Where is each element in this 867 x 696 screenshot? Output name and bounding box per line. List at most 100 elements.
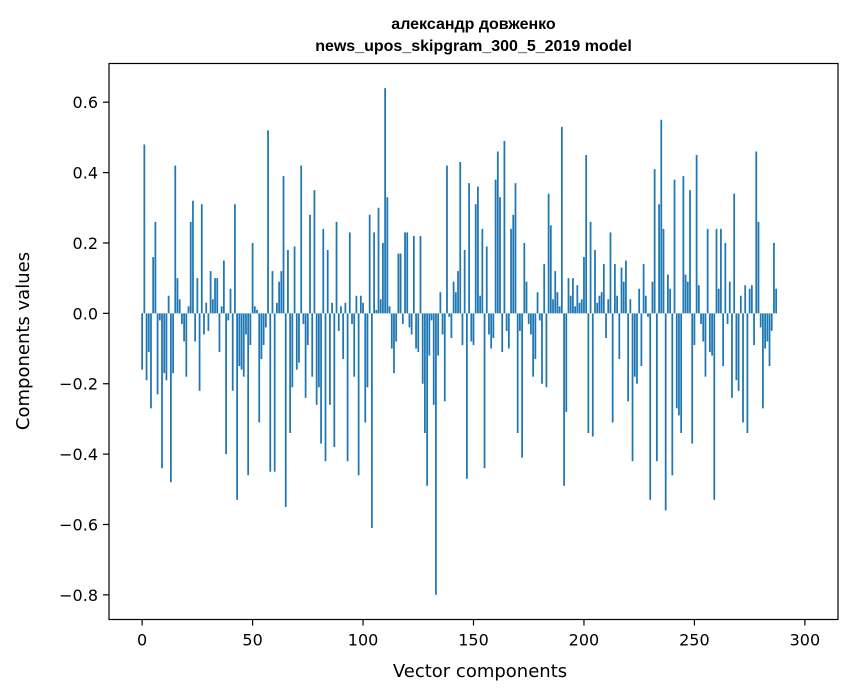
bar-197 [576,285,579,314]
bar-91 [342,313,345,360]
bar-200 [583,257,585,314]
bar-19 [183,313,185,342]
bar-272 [742,313,744,423]
bar-101 [364,313,367,423]
bar-201 [585,154,588,314]
bar-160 [494,179,497,314]
bar-159 [492,313,495,338]
bar-179 [536,292,539,314]
bar-158 [490,313,493,349]
bar-264 [724,242,727,314]
bar-44 [238,313,241,367]
bar-18 [181,313,183,324]
bar-180 [538,313,541,321]
bar-29 [205,302,208,314]
x-tick-label: 50 [242,631,262,650]
bar-270 [737,313,740,391]
bar-236 [662,228,665,314]
bar-42 [234,204,236,314]
bar-97 [355,295,358,314]
bar-6 [154,221,157,314]
bar-87 [333,313,336,448]
bar-102 [366,313,369,388]
bar-34 [216,278,219,314]
bar-68 [291,313,294,388]
bar-175 [527,313,530,324]
bar-156 [485,246,488,314]
bar-204 [591,313,594,437]
bar-45 [240,313,243,370]
bar-162 [499,197,501,314]
bar-117 [399,253,402,314]
bar-282 [764,313,766,349]
bar-104 [371,313,373,529]
bar-147 [465,313,468,479]
bar-227 [642,264,645,314]
bar-107 [377,207,380,314]
bar-84 [326,250,329,314]
bar-23 [192,200,194,314]
bar-257 [708,313,711,353]
bar-231 [651,281,654,314]
bar-22 [189,221,192,314]
bar-263 [722,313,725,367]
bar-250 [693,313,696,346]
bar-221 [629,299,632,314]
bar-14 [172,313,174,374]
bar-140 [450,313,453,338]
bar-51 [253,306,256,314]
bar-145 [461,313,464,346]
bar-69 [293,246,296,314]
bar-48 [247,313,250,476]
bar-261 [717,288,720,314]
bar-269 [735,313,738,381]
bar-247 [686,281,689,314]
bar-139 [448,313,451,317]
bar-60 [273,313,276,472]
bar-47 [245,313,247,335]
bar-61 [276,302,278,314]
bar-245 [682,176,685,314]
bar-21 [187,306,190,314]
bar-171 [519,313,521,331]
bar-31 [209,271,212,314]
bar-39 [227,313,230,321]
bar-206 [596,302,599,314]
bar-183 [545,313,548,388]
plot-frame [108,62,839,621]
bar-36 [220,306,223,314]
bar-54 [260,313,263,360]
bar-63 [280,271,283,314]
bar-131 [430,313,433,321]
bar-103 [368,214,371,314]
y-axis-label: Components values [13,252,34,430]
bar-129 [426,313,428,486]
x-tick-label: 300 [790,631,821,650]
bar-278 [755,151,758,314]
bar-112 [388,306,391,314]
bar-82 [322,228,325,314]
bar-71 [298,313,300,363]
bar-99 [359,295,362,314]
bar-8 [158,313,161,321]
bar-133 [435,313,437,595]
bar-141 [452,281,455,314]
bar-259 [713,313,716,500]
bar-170 [516,313,519,433]
bar-224 [636,313,638,384]
bar-86 [331,302,333,314]
bar-90 [340,306,342,314]
bar-33 [214,278,216,314]
bar-242 [675,313,678,409]
bar-199 [580,299,583,314]
bar-260 [715,228,718,314]
bar-248 [689,190,691,314]
x-tick-label: 150 [458,631,489,650]
bar-126 [419,235,422,314]
bar-144 [459,162,462,314]
bar-189 [558,306,561,314]
bar-70 [295,313,298,370]
bar-254 [702,313,705,342]
bar-283 [766,313,769,342]
